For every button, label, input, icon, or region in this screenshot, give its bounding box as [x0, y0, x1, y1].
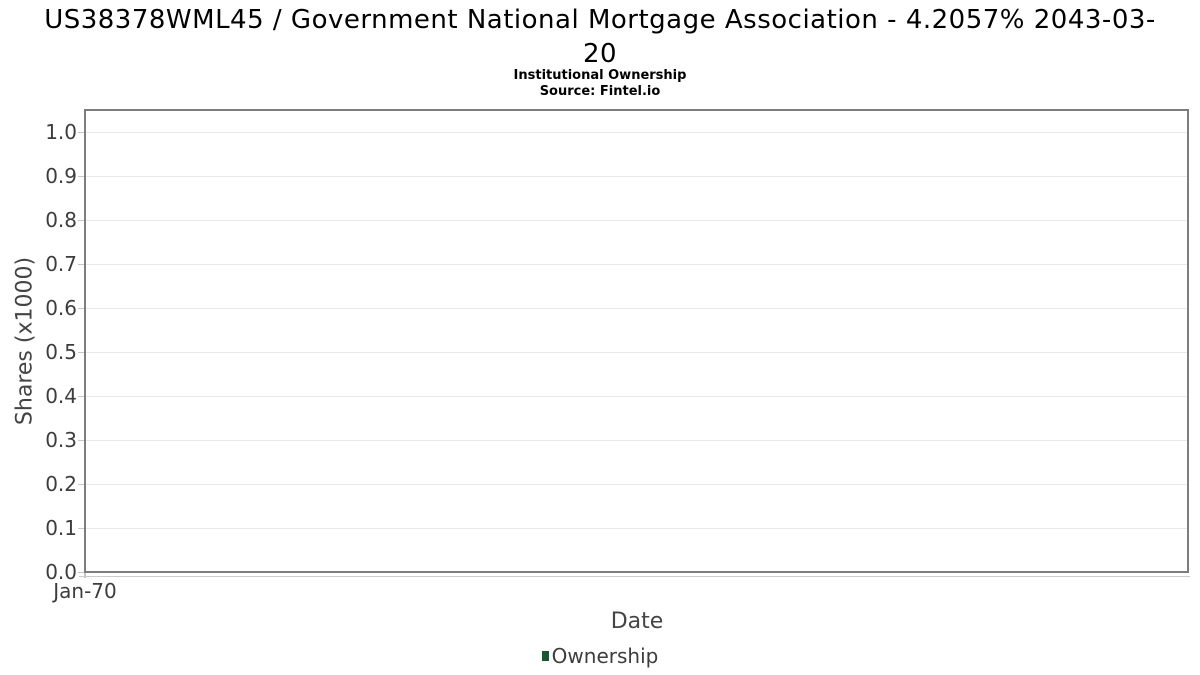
- plot-area: [84, 109, 1189, 573]
- y-tick-label: 1.0: [45, 120, 77, 144]
- gridline: [86, 132, 1187, 133]
- y-tick-mark: [78, 352, 84, 353]
- y-tick-mark: [78, 308, 84, 309]
- y-tick-mark: [78, 176, 84, 177]
- gridline: [86, 308, 1187, 309]
- chart-subtitle: Institutional Ownership: [513, 68, 687, 83]
- x-axis-title: Date: [610, 609, 664, 634]
- chart-title-line-1: US38378WML45 / Government National Mortg…: [44, 5, 1156, 35]
- gridline: [86, 352, 1187, 353]
- y-tick-mark: [78, 572, 84, 573]
- x-axis-baseline: [79, 576, 1190, 577]
- y-tick-mark: [78, 396, 84, 397]
- y-tick-label: 0.2: [45, 472, 77, 496]
- gridline: [86, 396, 1187, 397]
- y-tick-label: 0.8: [45, 208, 77, 232]
- y-tick-mark: [78, 484, 84, 485]
- gridline: [86, 528, 1187, 529]
- legend-swatch-icon: [541, 651, 549, 661]
- legend-item-ownership[interactable]: Ownership: [541, 644, 659, 668]
- gridline: [86, 440, 1187, 441]
- y-tick-label: 0.0: [45, 560, 77, 584]
- y-tick-label: 0.4: [45, 384, 77, 408]
- y-tick-label: 0.3: [45, 428, 77, 452]
- y-tick-mark: [78, 220, 84, 221]
- chart-title: US38378WML45 / Government National Mortg…: [0, 3, 1200, 71]
- legend-label: Ownership: [551, 644, 659, 668]
- y-tick-label: 0.1: [45, 516, 77, 540]
- chart-title-line-2: 20: [582, 39, 618, 69]
- x-tick-label: Jan-70: [53, 579, 117, 603]
- y-tick-label: 0.5: [45, 340, 77, 364]
- gridline: [86, 264, 1187, 265]
- y-tick-mark: [78, 440, 84, 441]
- gridline: [86, 484, 1187, 485]
- chart-source: Source: Fintel.io: [539, 84, 661, 99]
- gridline: [86, 220, 1187, 221]
- y-tick-mark: [78, 528, 84, 529]
- gridline: [86, 176, 1187, 177]
- y-tick-label: 0.7: [45, 252, 77, 276]
- legend: Ownership: [0, 644, 1200, 668]
- x-tick-mark: [84, 573, 86, 578]
- y-tick-mark: [78, 264, 84, 265]
- y-tick-label: 0.6: [45, 296, 77, 320]
- y-tick-mark: [78, 132, 84, 133]
- y-tick-label: 0.9: [45, 164, 77, 188]
